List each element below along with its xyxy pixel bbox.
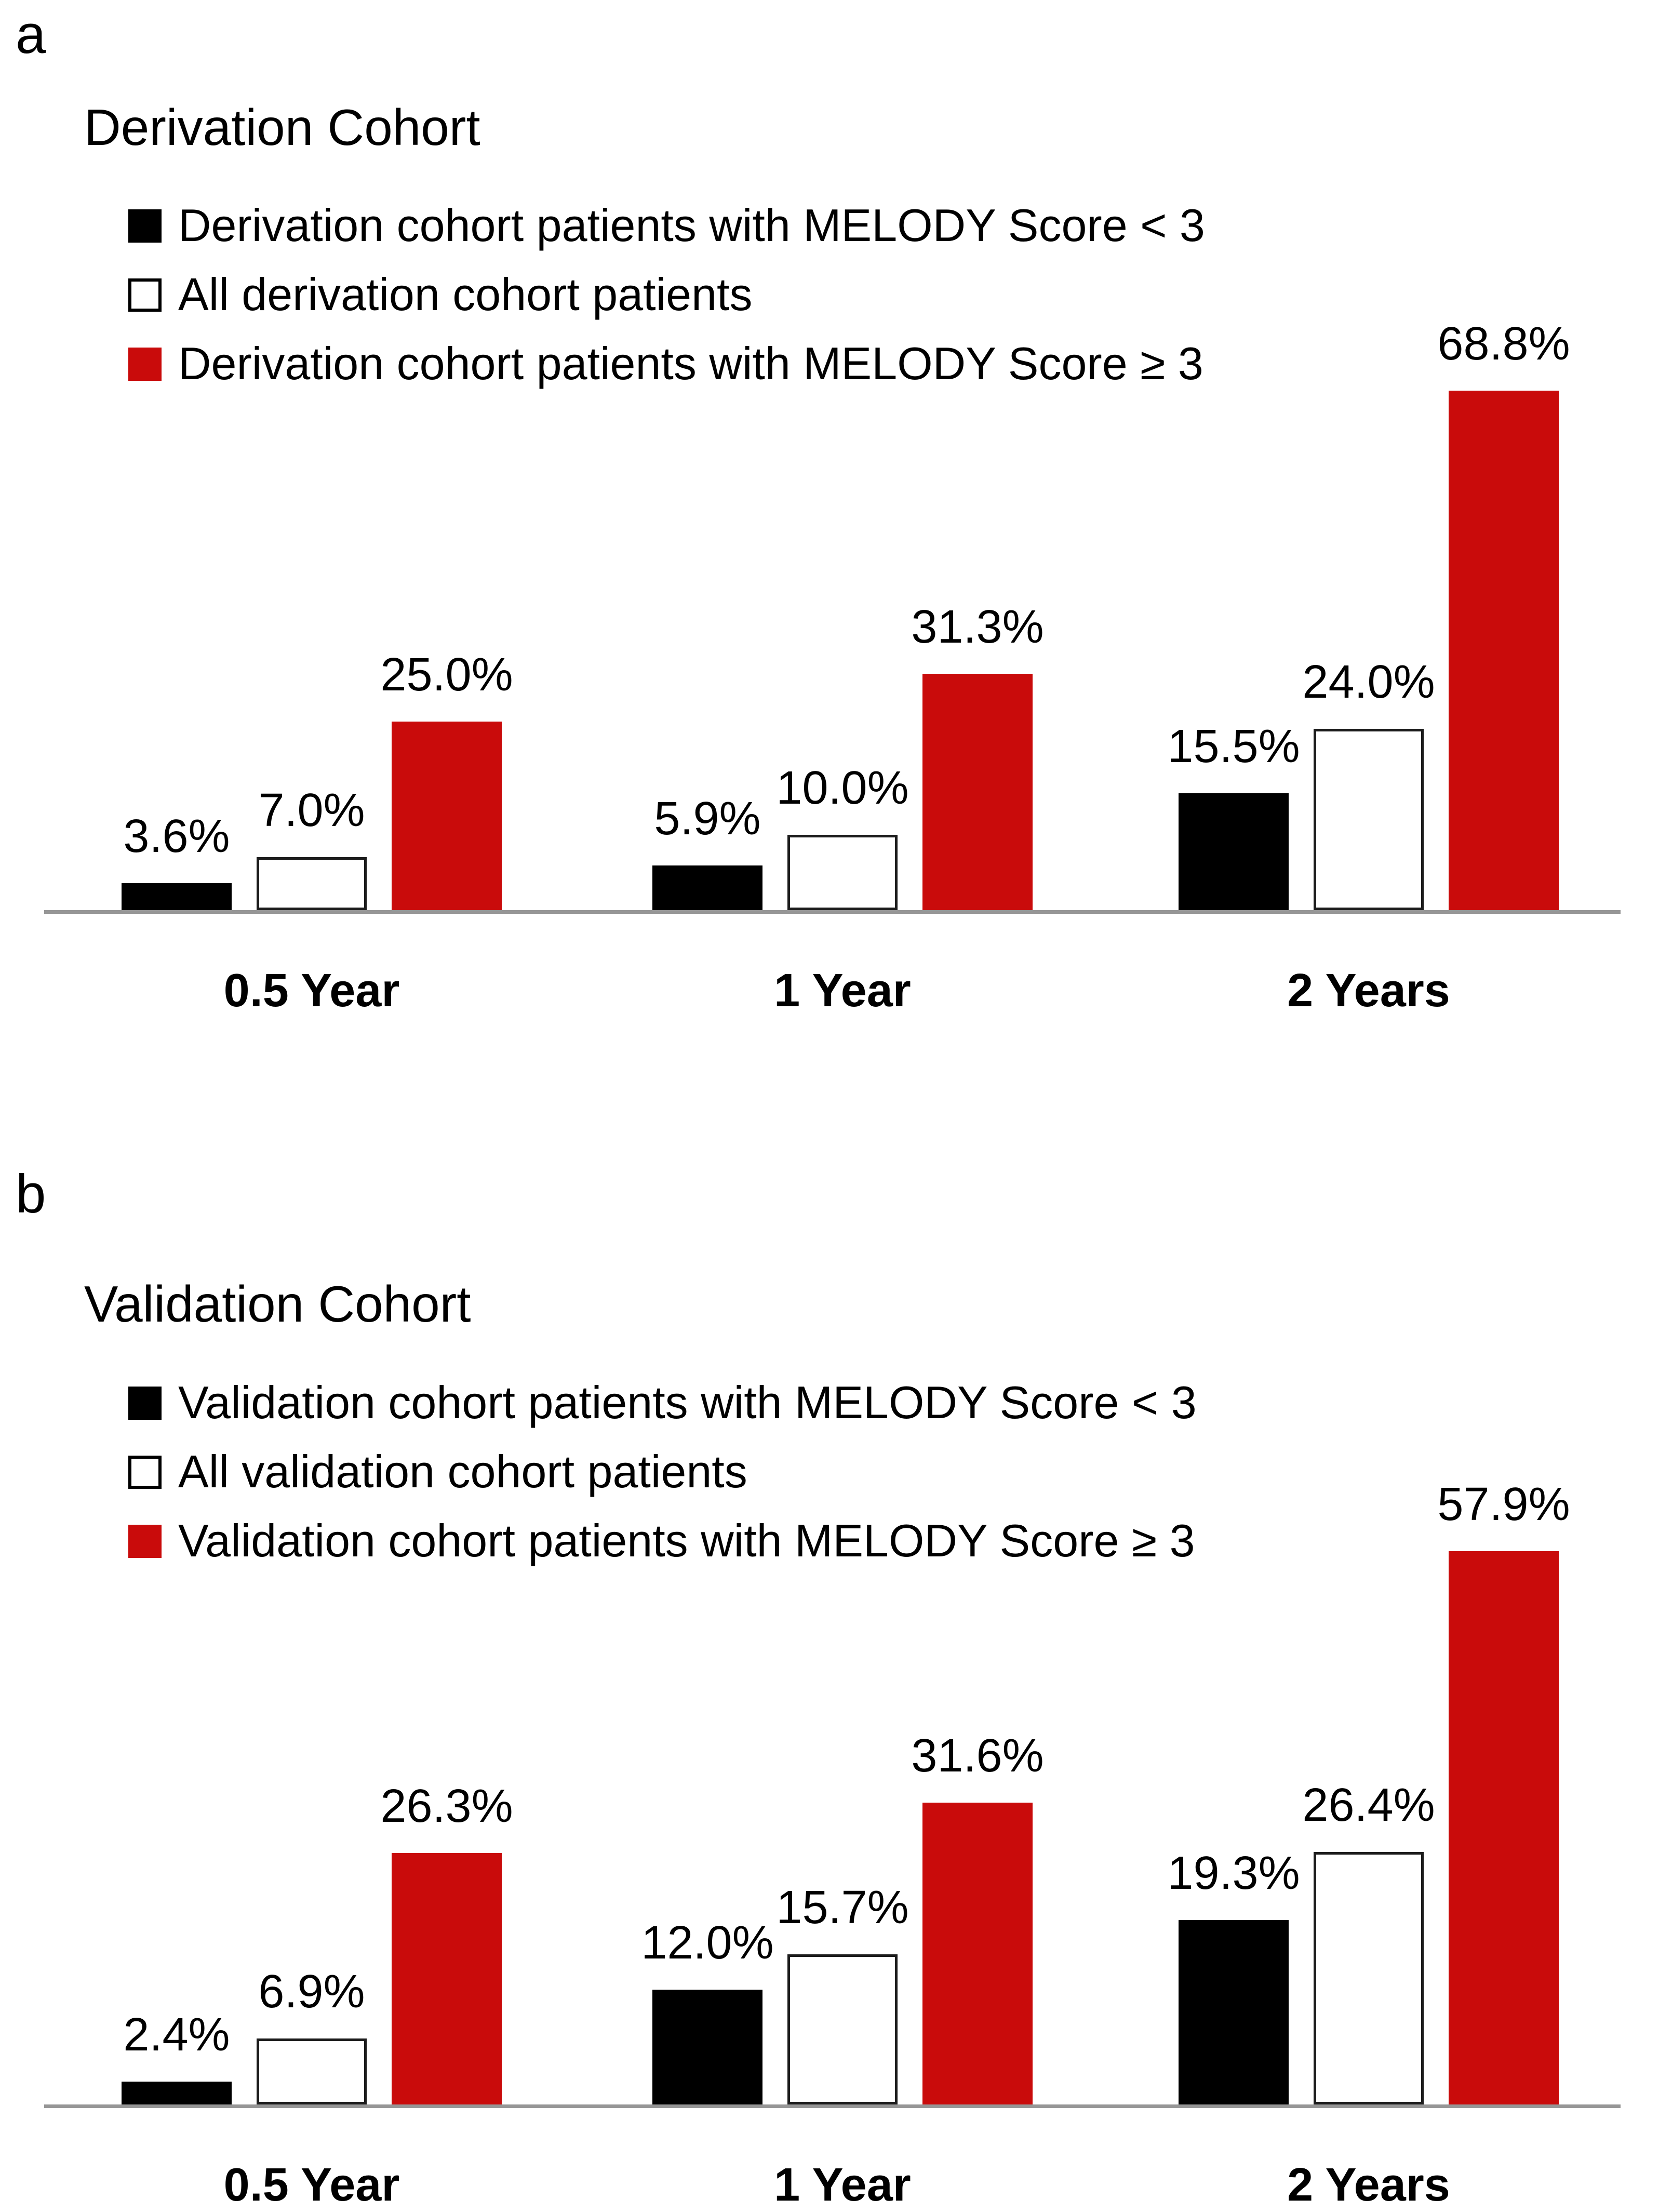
- bar-white: [257, 857, 367, 910]
- bar-value-label: 7.0%: [258, 784, 365, 836]
- x-axis-label: 2 Years: [1287, 965, 1450, 1017]
- chart-title: Validation Cohort: [84, 1275, 471, 1332]
- legend-swatch-red: [128, 1524, 162, 1558]
- legend-label: Derivation cohort patients with MELODY S…: [178, 338, 1203, 390]
- bar-black: [122, 883, 232, 910]
- bar-red: [392, 722, 502, 910]
- x-axis-label: 0.5 Year: [223, 965, 400, 1017]
- legend: Validation cohort patients with MELODY S…: [128, 1368, 1197, 1576]
- bar-red: [1449, 1551, 1559, 2104]
- legend-label: All derivation cohort patients: [178, 269, 753, 321]
- legend-item: All derivation cohort patients: [128, 260, 1205, 329]
- x-axis-line: [44, 910, 1621, 914]
- bar-value-label: 24.0%: [1302, 656, 1435, 708]
- bar-value-label: 19.3%: [1167, 1847, 1300, 1899]
- bar-value-label: 26.3%: [380, 1780, 513, 1832]
- x-axis-label: 0.5 Year: [223, 2159, 400, 2211]
- bar-value-label: 2.4%: [123, 2009, 230, 2061]
- bar-red: [1449, 391, 1559, 910]
- bar-value-label: 57.9%: [1437, 1478, 1570, 1530]
- legend-label: All validation cohort patients: [178, 1446, 747, 1498]
- legend: Derivation cohort patients with MELODY S…: [128, 191, 1205, 398]
- bar-red: [922, 1803, 1033, 2104]
- panel-letter: b: [16, 1164, 46, 1224]
- bar-value-label: 68.8%: [1437, 318, 1570, 370]
- panel-derivation-cohort: a Derivation Cohort Derivation cohort pa…: [16, 4, 1621, 1017]
- x-axis-label: 1 Year: [774, 965, 911, 1017]
- legend-item: All validation cohort patients: [128, 1437, 1197, 1507]
- bar-red: [922, 674, 1033, 910]
- bar-black: [652, 865, 762, 910]
- bar-black: [652, 1990, 762, 2104]
- panel-letter: a: [16, 4, 46, 65]
- legend-item: Derivation cohort patients with MELODY S…: [128, 191, 1205, 260]
- x-axis-label: 1 Year: [774, 2159, 911, 2211]
- panel-validation-cohort: b Validation Cohort Validation cohort pa…: [0, 1160, 1659, 2212]
- bar-black: [122, 2082, 232, 2104]
- bar-value-label: 5.9%: [654, 793, 761, 845]
- legend-swatch-red: [128, 347, 162, 381]
- bar-red: [392, 1853, 502, 2104]
- bar-white: [257, 2038, 367, 2104]
- legend-item: Validation cohort patients with MELODY S…: [128, 1368, 1197, 1437]
- legend-swatch-black: [128, 209, 162, 243]
- bar-value-label: 10.0%: [776, 762, 909, 814]
- plot-area: 0.5 Year 2.4% 6.9% 26.3% 1 Year 12.0% 15.7% 31.…: [0, 1160, 1659, 2212]
- legend-label: Validation cohort patients with MELODY S…: [178, 1377, 1197, 1429]
- bar-white: [787, 835, 898, 910]
- legend-item: Validation cohort patients with MELODY S…: [128, 1507, 1197, 1576]
- bar-value-label: 25.0%: [380, 649, 513, 701]
- plot-area: 0.5 Year 3.6% 7.0% 25.0% 1 Year 5.9% 10.0% 31.3…: [44, 318, 1621, 1017]
- bar-value-label: 31.3%: [911, 601, 1044, 653]
- bar-value-label: 12.0%: [641, 1917, 774, 1969]
- bar-value-label: 6.9%: [258, 1966, 365, 2018]
- x-axis-label: 2 Years: [1287, 2159, 1450, 2211]
- bar-black: [1179, 793, 1289, 910]
- legend-swatch-black: [128, 1386, 162, 1420]
- legend-item: Derivation cohort patients with MELODY S…: [128, 329, 1205, 398]
- bar-white: [787, 1954, 898, 2104]
- legend-swatch-white: [128, 1455, 162, 1489]
- legend-label: Validation cohort patients with MELODY S…: [178, 1515, 1195, 1567]
- legend-swatch-white: [128, 278, 162, 312]
- bar-white: [1314, 1852, 1424, 2104]
- bar-value-label: 15.7%: [776, 1882, 909, 1934]
- bar-white: [1314, 729, 1424, 910]
- chart-title: Derivation Cohort: [84, 99, 480, 156]
- bar-value-label: 31.6%: [911, 1730, 1044, 1782]
- legend-label: Derivation cohort patients with MELODY S…: [178, 199, 1205, 251]
- bar-black: [1179, 1920, 1289, 2104]
- bar-value-label: 26.4%: [1302, 1779, 1435, 1831]
- x-axis-line: [44, 2104, 1621, 2108]
- bar-value-label: 15.5%: [1167, 721, 1300, 772]
- bar-value-label: 3.6%: [123, 810, 230, 862]
